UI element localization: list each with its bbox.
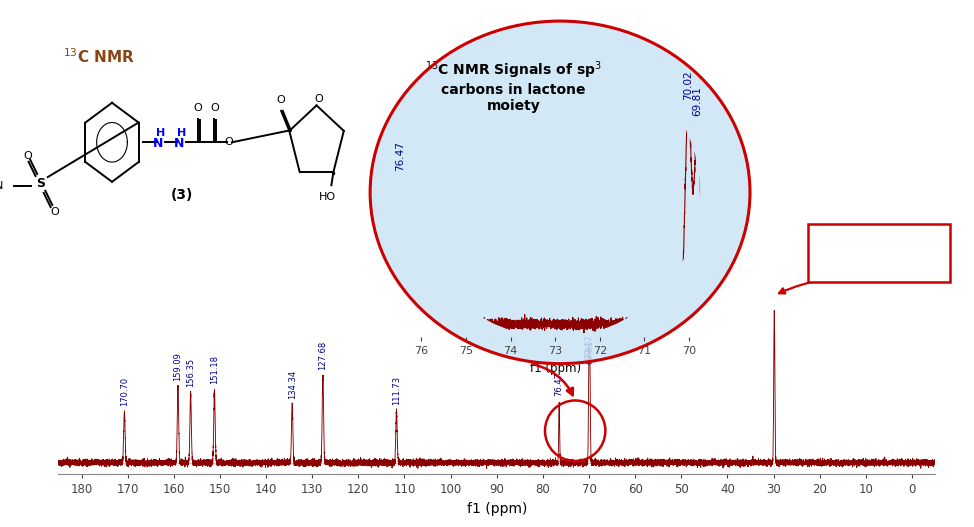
Text: H: H bbox=[157, 128, 166, 138]
Text: 159.09: 159.09 bbox=[173, 353, 182, 382]
Text: 134.34: 134.34 bbox=[287, 370, 297, 399]
Text: (3): (3) bbox=[170, 188, 193, 202]
Text: 69.81: 69.81 bbox=[693, 86, 702, 116]
Text: H$_2$N: H$_2$N bbox=[0, 179, 4, 193]
Text: 151.18: 151.18 bbox=[210, 355, 219, 384]
Text: 70.02: 70.02 bbox=[584, 335, 593, 358]
Text: $^{13}$C NMR: $^{13}$C NMR bbox=[63, 47, 135, 66]
Text: N: N bbox=[173, 137, 184, 150]
Text: S: S bbox=[36, 177, 45, 190]
Text: 76.47: 76.47 bbox=[395, 141, 405, 171]
Text: HO: HO bbox=[318, 192, 336, 202]
Text: 170.70: 170.70 bbox=[120, 377, 129, 406]
Text: O: O bbox=[315, 94, 323, 104]
Text: 69.81: 69.81 bbox=[585, 340, 594, 364]
Text: $^{13}$C NMR Signals of sp$^3$
carbons in lactone
moiety: $^{13}$C NMR Signals of sp$^3$ carbons i… bbox=[425, 59, 602, 113]
Text: N: N bbox=[153, 137, 164, 150]
Text: 76.47: 76.47 bbox=[554, 372, 564, 396]
Text: O: O bbox=[194, 103, 203, 113]
Text: H: H bbox=[177, 128, 186, 138]
Text: O: O bbox=[51, 208, 59, 217]
X-axis label: f1 (ppm): f1 (ppm) bbox=[530, 362, 581, 375]
Text: Solvent:: Solvent: bbox=[851, 240, 907, 253]
Text: 6: 6 bbox=[926, 265, 932, 275]
Text: 111.73: 111.73 bbox=[392, 376, 401, 405]
Text: 156.35: 156.35 bbox=[186, 358, 195, 387]
Text: 70.02: 70.02 bbox=[683, 71, 693, 100]
Text: O: O bbox=[23, 151, 32, 161]
Text: Acetone-d: Acetone-d bbox=[845, 260, 913, 272]
X-axis label: f1 (ppm): f1 (ppm) bbox=[467, 502, 527, 516]
Text: 127.68: 127.68 bbox=[318, 340, 327, 370]
Text: O: O bbox=[276, 94, 284, 104]
Text: O: O bbox=[210, 103, 218, 113]
Text: O: O bbox=[224, 138, 233, 147]
